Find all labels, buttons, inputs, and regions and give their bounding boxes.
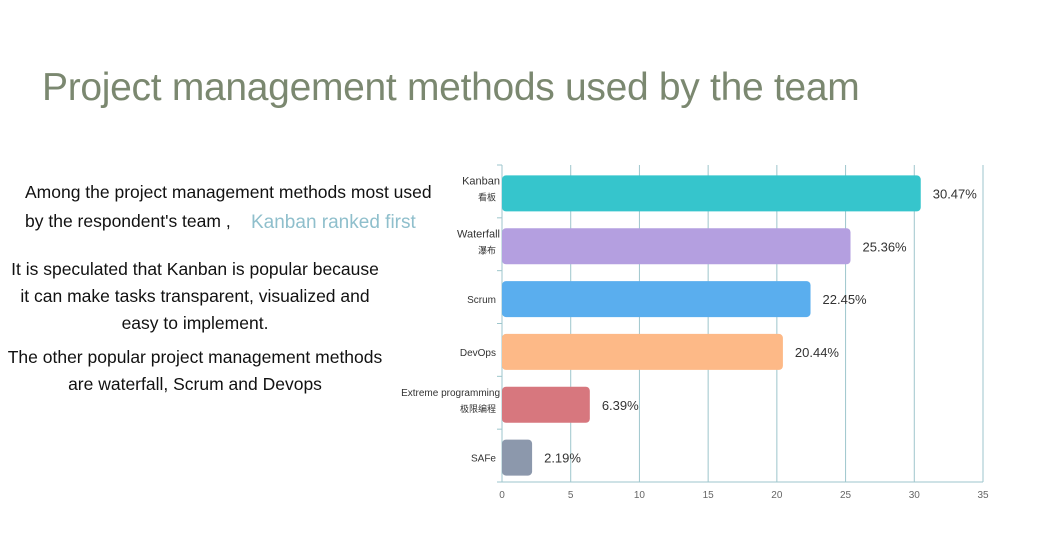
category-label: SAFe <box>471 454 496 465</box>
category-sublabel: 极限编程 <box>460 403 496 414</box>
value-label: 20.44% <box>795 345 840 360</box>
value-label: 22.45% <box>823 292 868 307</box>
x-tick-label: 10 <box>634 490 646 501</box>
category-label: DevOps <box>460 348 496 359</box>
value-label: 6.39% <box>602 398 639 413</box>
slide-title: Project management methods used by the t… <box>42 66 860 109</box>
category-label: Waterfall <box>457 228 500 240</box>
other-methods-paragraph: The other popular project management met… <box>7 347 383 394</box>
highlight-text: Kanban ranked first <box>251 212 416 233</box>
x-tick-label: 35 <box>977 490 989 501</box>
x-tick-label: 0 <box>499 490 505 501</box>
value-label: 30.47% <box>933 186 978 201</box>
bar-safe <box>502 439 533 476</box>
bar-chart: 0 5 10 15 20 25 30 35 30.47% Kanban 看板 25.36% Waterf… <box>401 164 989 501</box>
bar-devops <box>502 333 783 370</box>
intro-line-1: Among the project management methods mos… <box>25 182 432 202</box>
x-tick-label: 25 <box>840 490 852 501</box>
category-label: Extreme programming <box>401 388 500 399</box>
x-tick-label: 15 <box>703 490 715 501</box>
category-sublabel: 看板 <box>478 191 496 202</box>
category-label: Kanban <box>462 175 500 187</box>
category-sublabel: 瀑布 <box>478 244 496 255</box>
value-label: 2.19% <box>544 451 581 466</box>
intro-line-2: by the respondent's team , <box>25 211 231 231</box>
speculation-paragraph: It is speculated that Kanban is popular … <box>11 259 379 333</box>
value-label: 25.36% <box>863 239 908 254</box>
bar-extreme-programming <box>502 386 590 423</box>
category-label: Scrum <box>467 295 496 306</box>
x-tick-label: 5 <box>568 490 574 501</box>
x-tick-label: 30 <box>909 490 921 501</box>
x-tick-label: 20 <box>771 490 783 501</box>
bar-kanban <box>502 175 921 212</box>
bar-scrum <box>502 281 811 318</box>
bar-waterfall <box>502 228 851 265</box>
